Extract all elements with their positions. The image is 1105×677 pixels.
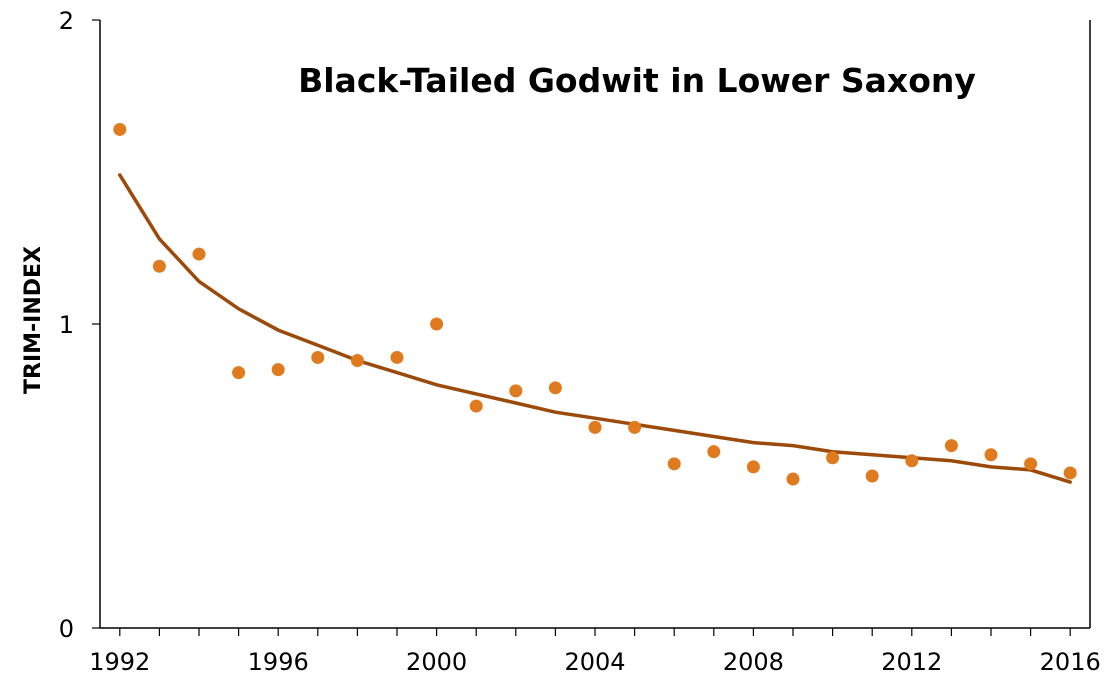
data-point-1995 [232,366,246,380]
x-tick-label-2004: 2004 [564,648,625,676]
y-axis-ticks: 0 1 2 [59,7,100,643]
trend-line [118,173,1072,484]
data-point-2001 [469,399,483,413]
data-points [113,122,1077,486]
data-point-1993 [152,259,166,273]
y-tick-label-2: 2 [59,7,74,35]
data-point-2015 [1024,457,1038,471]
data-point-2008 [746,460,760,474]
y-tick-label-0: 0 [59,615,74,643]
x-tick-label-2012: 2012 [881,648,942,676]
plot-area [99,20,1091,629]
data-point-2016 [1063,466,1077,480]
y-tick-label-1: 1 [59,311,74,339]
data-point-1994 [192,247,206,261]
data-point-2002 [509,384,523,398]
x-tick-label-2000: 2000 [406,648,467,676]
x-axis-ticks: 1992 1996 2000 2004 2008 2012 2016 [89,628,1101,676]
data-point-1998 [350,353,364,367]
data-point-2010 [826,451,840,465]
data-point-2013 [944,439,958,453]
data-point-2003 [548,381,562,395]
x-tick-label-1996: 1996 [248,648,309,676]
x-tick-label-2016: 2016 [1040,648,1101,676]
data-point-2011 [865,469,879,483]
data-point-2004 [588,420,602,434]
data-point-2012 [905,454,919,468]
data-point-2005 [628,420,642,434]
data-point-2009 [786,472,800,486]
x-tick-label-2008: 2008 [723,648,784,676]
data-point-2006 [667,457,681,471]
x-tick-label-1992: 1992 [89,648,150,676]
y-axis-label: TRIM-INDEX [21,246,46,394]
data-point-1999 [390,350,404,364]
chart-title: Black-Tailed Godwit in Lower Saxony [298,61,976,100]
data-point-2014 [984,448,998,462]
data-point-1992 [113,122,127,136]
data-point-1997 [311,350,325,364]
data-point-2000 [430,317,444,331]
data-point-1996 [271,363,285,377]
data-point-2007 [707,445,721,459]
